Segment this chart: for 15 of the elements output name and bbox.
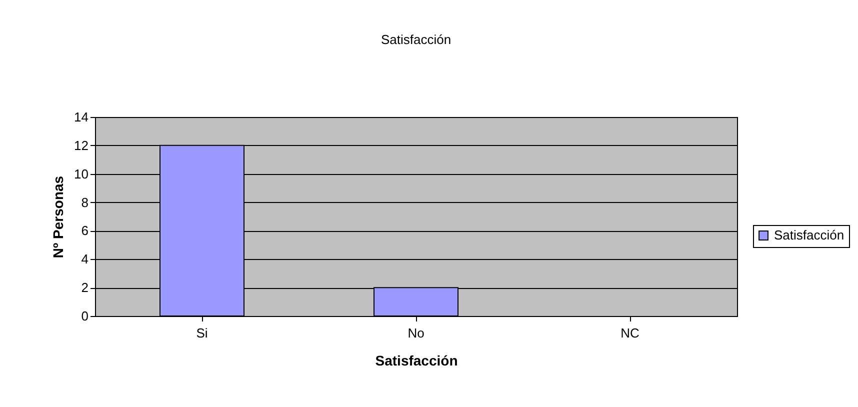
x-tick-label: Si [196, 326, 208, 340]
y-tick-label: 2 [81, 280, 88, 296]
y-tick-label: 6 [81, 223, 88, 238]
legend-label: Satisfacción [774, 228, 844, 242]
y-axis-title: Nº Personas [50, 176, 66, 258]
y-tick-label: 8 [81, 194, 88, 210]
y-tick-label: 14 [74, 110, 88, 124]
x-tick-label: NC [620, 326, 640, 340]
x-tick-label: No [408, 326, 424, 340]
y-tick-label: 10 [74, 166, 88, 182]
chart-title: Satisfacción [380, 32, 452, 47]
x-axis-title: Satisfacción [375, 352, 458, 368]
y-tick-label: 0 [81, 308, 88, 324]
y-tick-label: 12 [74, 138, 88, 153]
y-tick-label: 4 [81, 252, 88, 267]
